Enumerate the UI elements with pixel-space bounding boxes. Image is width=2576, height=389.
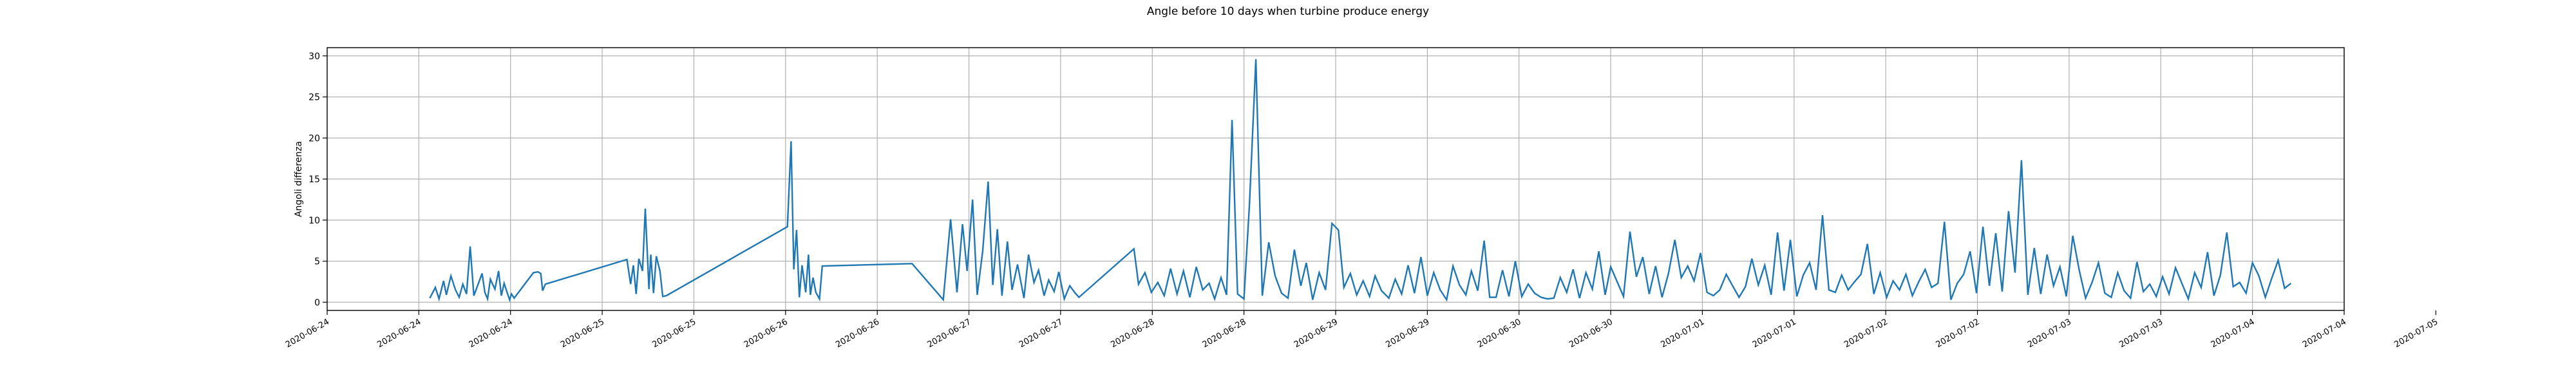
x-tick-label: 2020-06-25 — [559, 317, 606, 350]
grid-lines — [327, 48, 2345, 310]
x-tick-label: 2020-06-30 — [1567, 317, 1615, 350]
x-tick-label: 2020-07-05 — [2392, 317, 2439, 350]
x-tick-label: 2020-06-29 — [1293, 317, 1340, 350]
x-tick-label: 2020-07-02 — [1842, 317, 1889, 350]
axes-frame — [327, 47, 2345, 311]
x-tick-label: 2020-07-03 — [2117, 317, 2164, 350]
chart-title: Angle before 10 days when turbine produc… — [1146, 5, 1430, 18]
x-tick-label: 2020-06-27 — [1018, 317, 1065, 350]
x-tick-label: 2020-06-25 — [651, 317, 698, 350]
x-tick-label: 2020-07-04 — [2301, 317, 2348, 350]
x-tick-label: 2020-06-24 — [468, 317, 515, 350]
x-tick-label: 2020-07-01 — [1660, 317, 1707, 350]
x-tick-label: 2020-07-01 — [1751, 317, 1798, 350]
y-tick-label: 0 — [314, 298, 320, 308]
y-tick-label: 15 — [308, 175, 320, 185]
x-tick-label: 2020-07-02 — [1935, 317, 1982, 350]
y-tick-label: 5 — [314, 257, 320, 267]
y-tick-label: 20 — [308, 133, 320, 144]
x-tick-label: 2020-07-03 — [2026, 317, 2073, 350]
y-tick-label: 10 — [308, 216, 320, 226]
x-tick-label: 2020-06-28 — [1201, 317, 1248, 350]
x-tick-label: 2020-07-04 — [2210, 317, 2257, 350]
x-tick-label: 2020-06-24 — [284, 317, 331, 350]
y-tick-label: 30 — [308, 52, 320, 62]
series-line — [429, 59, 2292, 303]
x-tick-label: 2020-06-28 — [1109, 317, 1156, 350]
x-tick-label: 2020-06-26 — [743, 317, 790, 350]
x-axis-ticks: 2020-06-24 2020-06-24 2020-06-24 2020-06-25… — [284, 310, 2439, 350]
y-axis-ticks: 0 5 10 15 20 25 30 — [308, 52, 327, 308]
x-tick-label: 2020-06-27 — [926, 317, 973, 350]
y-axis-label: Angoli differenza — [294, 141, 304, 217]
y-tick-label: 25 — [308, 93, 320, 103]
x-tick-label: 2020-06-24 — [375, 317, 422, 350]
x-tick-label: 2020-06-26 — [834, 317, 881, 350]
x-tick-label: 2020-06-30 — [1476, 317, 1523, 350]
x-tick-label: 2020-06-29 — [1384, 317, 1431, 350]
